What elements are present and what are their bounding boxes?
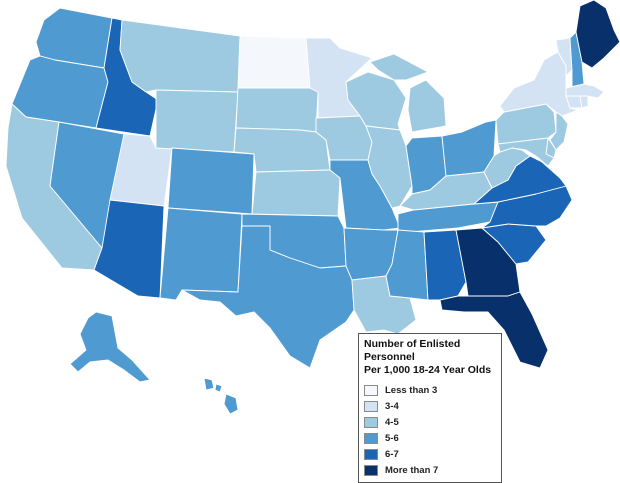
legend-title-line1: Number of Enlisted Personnel	[364, 338, 461, 363]
state-co	[167, 147, 255, 215]
legend-swatch	[364, 416, 378, 428]
legend-swatch	[364, 400, 378, 412]
legend-label: 3-4	[385, 400, 399, 412]
state-md	[497, 137, 555, 167]
legend-swatch	[364, 448, 378, 460]
legend-label: 4-5	[385, 416, 399, 428]
state-me	[575, 0, 620, 69]
legend-item: 5-6	[364, 430, 496, 446]
us-map	[5, 0, 620, 415]
state-wv	[483, 147, 531, 189]
state-sd	[235, 87, 319, 133]
legend-swatch	[364, 464, 378, 476]
state-ks	[251, 169, 341, 217]
state-tx	[181, 225, 355, 369]
legend-label: Less than 3	[385, 384, 438, 396]
state-wi	[345, 71, 407, 131]
legend-item: 3-4	[364, 398, 496, 414]
state-il	[365, 125, 413, 209]
legend: Number of Enlisted Personnel Per 1,000 1…	[358, 333, 502, 483]
state-mi	[369, 53, 447, 133]
state-wy	[155, 89, 239, 153]
legend-swatch	[364, 384, 378, 396]
legend-item: More than 7	[364, 462, 496, 478]
legend-item: 4-5	[364, 414, 496, 430]
legend-item: Less than 3	[364, 382, 496, 398]
state-layer	[5, 0, 620, 415]
legend-title-line2: Per 1,000 18-24 Year Olds	[364, 364, 492, 376]
state-ri	[579, 95, 589, 109]
legend-label: 5-6	[385, 432, 399, 444]
state-az	[93, 199, 165, 299]
state-nm	[159, 207, 243, 301]
legend-swatch	[364, 432, 378, 444]
state-mt	[119, 19, 241, 93]
legend-title: Number of Enlisted Personnel Per 1,000 1…	[364, 338, 496, 377]
legend-label: 6-7	[385, 448, 399, 460]
legend-item: 6-7	[364, 446, 496, 462]
state-nd	[237, 35, 311, 89]
state-hi	[203, 377, 239, 415]
state-nj	[549, 111, 569, 151]
legend-label: More than 7	[385, 464, 439, 476]
state-fl	[439, 291, 549, 369]
state-ak	[69, 311, 151, 383]
